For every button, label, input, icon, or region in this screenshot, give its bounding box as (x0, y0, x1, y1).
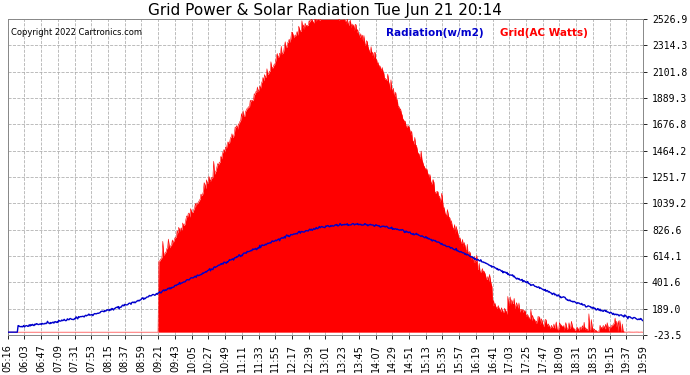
Title: Grid Power & Solar Radiation Tue Jun 21 20:14: Grid Power & Solar Radiation Tue Jun 21 … (148, 3, 502, 18)
Text: Copyright 2022 Cartronics.com: Copyright 2022 Cartronics.com (11, 28, 142, 38)
Text: Radiation(w/m2): Radiation(w/m2) (386, 28, 483, 38)
Text: Grid(AC Watts): Grid(AC Watts) (500, 28, 588, 38)
